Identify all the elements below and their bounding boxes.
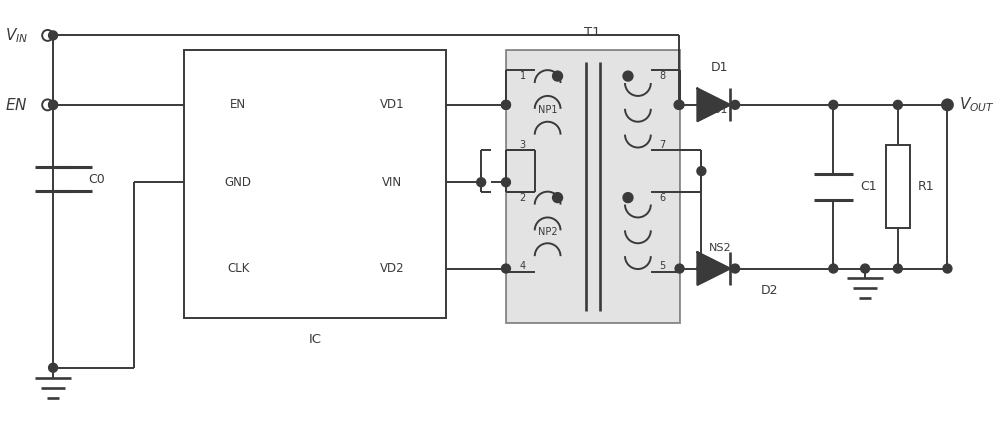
Circle shape [49,100,58,109]
Circle shape [477,178,486,187]
Text: EN: EN [230,98,246,112]
Circle shape [49,363,58,372]
Circle shape [675,100,684,109]
Text: 4: 4 [520,261,526,271]
Circle shape [553,71,563,81]
Circle shape [943,100,952,109]
Circle shape [623,71,633,81]
Circle shape [943,264,952,273]
Circle shape [697,264,706,273]
Text: $V_{IN}$: $V_{IN}$ [5,26,28,45]
Text: VD2: VD2 [380,262,404,275]
Circle shape [697,167,706,176]
Text: C1: C1 [860,180,876,193]
Polygon shape [697,89,730,121]
Circle shape [893,100,902,109]
Text: GND: GND [225,176,252,189]
Circle shape [49,31,58,40]
Text: 3: 3 [520,139,526,150]
Text: 2: 2 [520,192,526,203]
Text: 8: 8 [660,71,666,81]
Text: CLK: CLK [227,262,249,275]
Circle shape [623,192,633,203]
Bar [886,145,910,229]
Circle shape [501,100,510,109]
Text: NS2: NS2 [709,243,732,253]
Text: $V_{OUT}$: $V_{OUT}$ [959,95,995,114]
Text: NP2: NP2 [538,227,557,237]
Circle shape [675,264,684,273]
Text: D1: D1 [711,61,728,74]
Text: VD1: VD1 [380,98,404,112]
Text: T1: T1 [584,26,601,39]
Text: D2: D2 [761,284,778,297]
Text: 7: 7 [660,139,666,150]
Bar [184,50,446,318]
Text: NS1: NS1 [706,105,729,115]
Text: R1: R1 [917,180,934,193]
Text: VIN: VIN [382,176,402,189]
Bar [506,50,680,323]
Circle shape [674,100,683,109]
Circle shape [501,100,510,109]
Text: NP1: NP1 [538,105,557,115]
Text: C0: C0 [88,173,105,186]
Circle shape [731,264,740,273]
Text: $EN$: $EN$ [5,97,28,113]
Circle shape [501,264,510,273]
Text: 6: 6 [660,192,666,203]
Circle shape [829,264,838,273]
Polygon shape [697,252,730,285]
Circle shape [731,100,740,109]
Text: 1: 1 [520,71,526,81]
Circle shape [501,178,510,187]
Circle shape [49,100,58,109]
Circle shape [893,264,902,273]
Circle shape [829,100,838,109]
Circle shape [553,192,563,203]
Circle shape [861,264,870,273]
Text: 5: 5 [660,261,666,271]
Text: IC: IC [308,334,321,346]
